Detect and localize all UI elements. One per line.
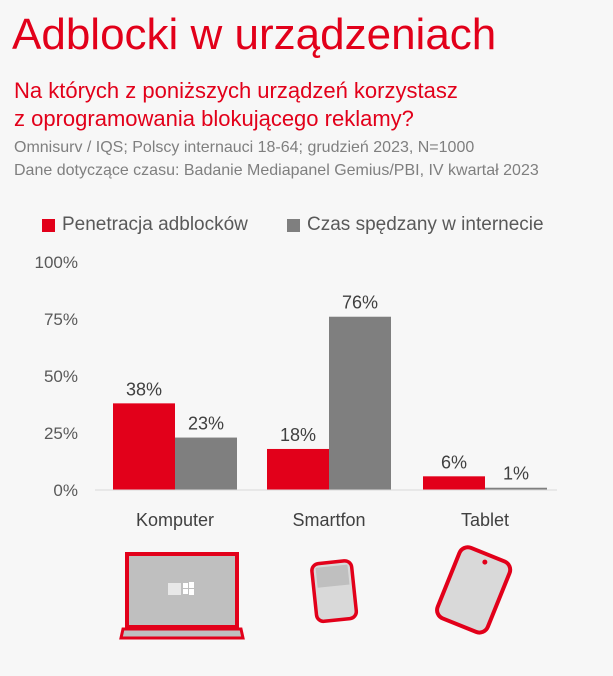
question-line-1: Na których z poniższych urządzeń korzyst… <box>14 78 458 103</box>
laptop-icon <box>119 552 245 640</box>
bar <box>329 316 391 490</box>
legend-item-time: Czas spędzany w internecie <box>287 214 544 236</box>
data-label: 6% <box>441 452 467 472</box>
bar <box>485 487 547 490</box>
tablet-icon <box>435 545 513 635</box>
smartphone-icon <box>310 559 359 624</box>
y-tick-label: 100% <box>35 253 78 272</box>
x-tick-label: Komputer <box>136 510 214 530</box>
question-line-2: z oprogramowania blokującego reklamy? <box>14 106 414 131</box>
legend-label: Penetracja adblocków <box>62 214 248 235</box>
bar-chart: 0% 25% 50% 75% 100% 38% 23% Komputer 18% 76% Smart… <box>35 253 557 530</box>
bar <box>113 403 175 490</box>
y-tick-label: 75% <box>44 310 78 329</box>
page-title: Adblocki w urządzeniach <box>12 10 497 59</box>
data-label: 38% <box>126 379 162 399</box>
legend-swatch <box>287 218 300 232</box>
bar <box>175 437 237 490</box>
y-tick-label: 25% <box>44 424 78 443</box>
source-line-2: Dane dotyczące czasu: Badanie Mediapanel… <box>14 162 539 179</box>
legend-item-adblock: Penetracja adblocków <box>42 214 248 236</box>
legend-swatch <box>42 218 55 232</box>
legend-label: Czas spędzany w internecie <box>307 214 544 235</box>
source-line-1: Omnisurv / IQS; Polscy internauci 18-64;… <box>14 139 475 156</box>
y-tick-label: 0% <box>53 481 78 500</box>
data-label: 1% <box>503 464 529 484</box>
data-label: 18% <box>280 425 316 445</box>
bar <box>267 448 329 490</box>
x-tick-label: Tablet <box>461 510 509 530</box>
data-label: 23% <box>188 414 224 434</box>
y-tick-label: 50% <box>44 367 78 386</box>
x-tick-label: Smartfon <box>292 510 365 530</box>
data-label: 76% <box>342 293 378 313</box>
bar <box>423 476 485 490</box>
